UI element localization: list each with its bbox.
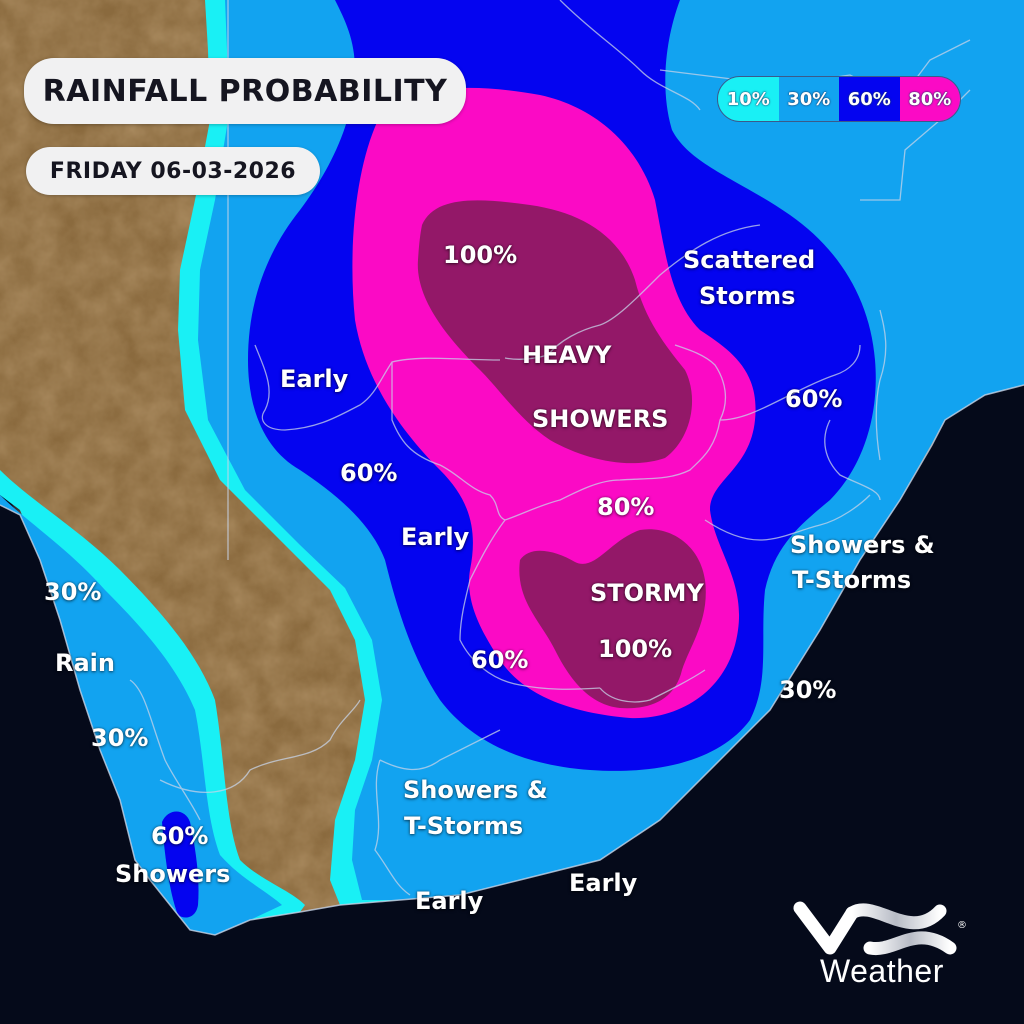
label-showers-tstorms-east-1: Showers & bbox=[790, 531, 935, 559]
map-title: RAINFALL PROBABILITY bbox=[24, 58, 466, 124]
legend-item-80: 80% bbox=[899, 77, 960, 121]
label-30pct-se: 30% bbox=[779, 676, 837, 704]
coastline bbox=[0, 384, 1024, 936]
zone-60pct-cape bbox=[162, 811, 199, 918]
label-scattered: Scattered bbox=[683, 246, 816, 274]
legend-label: 10% bbox=[726, 88, 770, 110]
label-30pct-westcoast-top: 30% bbox=[44, 578, 102, 606]
label-heavy: HEAVY bbox=[522, 341, 612, 369]
probability-legend: 10% 30% 60% 80% bbox=[717, 76, 961, 122]
label-60pct-south: 60% bbox=[471, 646, 529, 674]
label-60pct-cape: 60% bbox=[151, 822, 209, 850]
label-early-south-1: Early bbox=[415, 887, 484, 915]
label-60pct-west: 60% bbox=[340, 459, 398, 487]
legend-label: 80% bbox=[908, 88, 952, 110]
label-60pct-east: 60% bbox=[785, 385, 843, 413]
label-storms: Storms bbox=[699, 282, 796, 310]
date-badge: FRIDAY 06-03-2026 bbox=[26, 147, 320, 195]
legend-label: 60% bbox=[847, 88, 891, 110]
label-80pct: 80% bbox=[597, 493, 655, 521]
legend-item-60: 60% bbox=[839, 77, 900, 121]
ocean-west bbox=[0, 385, 1024, 1024]
title-text: RAINFALL PROBABILITY bbox=[42, 73, 448, 109]
vox-logo-icon bbox=[793, 901, 957, 956]
label-showers-tstorms-south-1: Showers & bbox=[403, 776, 548, 804]
registered-mark: ® bbox=[957, 920, 967, 931]
date-text: FRIDAY 06-03-2026 bbox=[49, 158, 297, 184]
zone-30pct-westcoast-inner bbox=[0, 495, 282, 935]
label-early-south-2: Early bbox=[569, 869, 638, 897]
label-stormy: STORMY bbox=[590, 579, 704, 607]
legend-label: 30% bbox=[787, 88, 831, 110]
label-showers-tstorms-east-2: T-Storms bbox=[792, 566, 912, 594]
label-rain: Rain bbox=[55, 649, 115, 677]
label-showers-cape: Showers bbox=[115, 860, 231, 888]
label-30pct-westcoast-mid: 30% bbox=[91, 724, 149, 752]
label-early-nw: Early bbox=[280, 365, 349, 393]
label-100pct-south: 100% bbox=[598, 635, 673, 663]
legend-item-10: 10% bbox=[718, 77, 779, 121]
label-100pct-north: 100% bbox=[443, 241, 518, 269]
legend-item-30: 30% bbox=[778, 77, 839, 121]
zone-100pct-south bbox=[519, 529, 706, 709]
brand-wordmark: Weather bbox=[820, 953, 944, 989]
zone-100pct-north bbox=[417, 200, 693, 464]
label-early-w: Early bbox=[401, 523, 470, 551]
label-showers: SHOWERS bbox=[532, 405, 669, 433]
label-showers-tstorms-south-2: T-Storms bbox=[404, 812, 524, 840]
